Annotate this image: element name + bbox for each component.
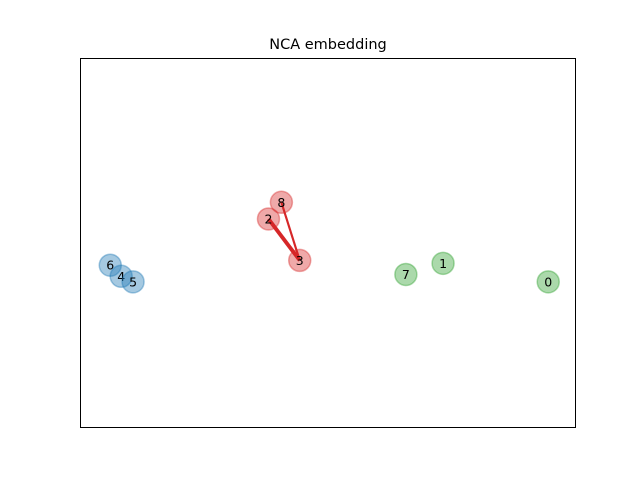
point-label-0: 0 bbox=[544, 274, 552, 289]
point-marker-4 bbox=[109, 264, 133, 289]
point-marker-5 bbox=[121, 270, 145, 294]
point-label-3: 3 bbox=[296, 253, 304, 268]
point-label-4: 4 bbox=[117, 269, 125, 284]
link-3-8 bbox=[280, 201, 301, 261]
point-marker-3 bbox=[287, 248, 312, 273]
point-marker-1 bbox=[431, 251, 455, 276]
point-marker-7 bbox=[394, 262, 418, 287]
point-label-5: 5 bbox=[129, 274, 137, 289]
plot-area-frame bbox=[80, 58, 576, 428]
point-label-2: 2 bbox=[265, 211, 273, 226]
point-label-1: 1 bbox=[439, 256, 447, 271]
point-marker-2 bbox=[256, 207, 281, 231]
point-marker-0 bbox=[536, 270, 560, 294]
point-marker-6 bbox=[98, 253, 123, 277]
links-layer bbox=[266, 201, 302, 262]
points-layer: 0 1 2 3 4 56 7 8 bbox=[98, 190, 560, 294]
point-label-6: 6 bbox=[106, 258, 114, 273]
point-label-8: 8 bbox=[277, 195, 285, 210]
point-marker-8 bbox=[269, 190, 294, 215]
chart-title: NCA embedding bbox=[269, 37, 387, 53]
link-3-2 bbox=[266, 217, 302, 262]
point-label-7: 7 bbox=[402, 267, 410, 282]
